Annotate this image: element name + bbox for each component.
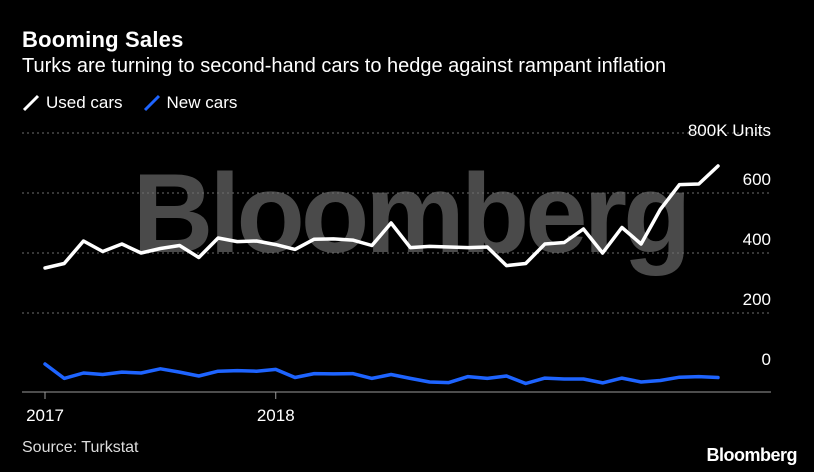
x-tick-label-2017: 2017: [26, 406, 64, 425]
y-tick-label-400: 400: [743, 230, 771, 249]
series-line-new-cars: [43, 362, 720, 386]
legend-label-new-cars: New cars: [166, 93, 238, 112]
y-axis-ticks: 600 400 200 0: [743, 170, 771, 369]
watermark-text: Bloomberg: [132, 151, 687, 276]
legend-item-used-cars: Used cars: [22, 93, 123, 113]
bloomberg-logo: Bloomberg: [706, 445, 797, 465]
chart-subtitle: Turks are turning to second-hand cars to…: [22, 55, 667, 77]
series: [43, 164, 720, 386]
legend: Used cars New cars: [22, 93, 257, 113]
source-note: Source: Turkstat: [22, 439, 139, 456]
y-tick-label-600: 600: [743, 170, 771, 189]
x-tick-label-2018: 2018: [257, 406, 295, 425]
watermark: Bloomberg: [132, 151, 691, 276]
series-line-used-cars: [43, 164, 720, 270]
legend-item-new-cars: New cars: [143, 93, 238, 113]
x-axis: 2017 2018: [22, 391, 771, 425]
legend-swatch-used-cars: [22, 94, 40, 112]
chart-title: Booming Sales: [22, 27, 184, 52]
y-tick-label-200: 200: [743, 290, 771, 309]
legend-swatch-new-cars: [143, 94, 160, 112]
y-tick-label-0: 0: [762, 350, 771, 369]
legend-label-used-cars: Used cars: [46, 93, 123, 112]
y-axis-unit-label: 800K Units: [688, 121, 771, 140]
